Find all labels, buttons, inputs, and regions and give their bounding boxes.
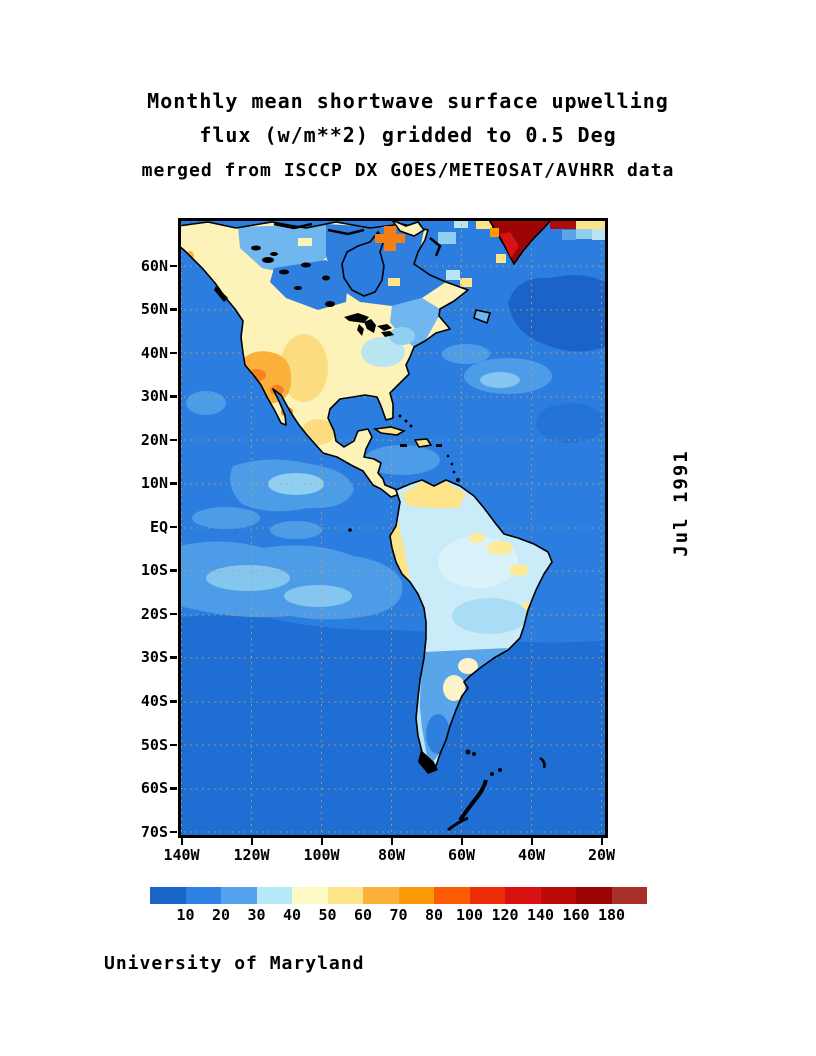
arctic-coast-fragment bbox=[327, 228, 365, 236]
colorbar-segment bbox=[505, 887, 541, 904]
lon-tick-mark bbox=[180, 838, 183, 845]
lon-tick-label: 20W bbox=[587, 846, 616, 864]
colorbar-tick-label: 100 bbox=[455, 906, 484, 924]
lat-tick-label: 10S bbox=[140, 561, 168, 580]
antarctic-peninsula bbox=[447, 768, 502, 832]
lat-tick-mark bbox=[170, 395, 177, 398]
lat-tick-mark bbox=[170, 743, 177, 747]
colorbar-tick-label: 10 bbox=[176, 906, 195, 924]
great-lakes bbox=[344, 313, 394, 337]
colorbar-segment bbox=[469, 887, 505, 904]
chart-title-line-1: Monthly mean shortwave surface upwelling bbox=[147, 89, 669, 113]
lon-tick-mark bbox=[250, 838, 253, 845]
high-flux-cell-marker bbox=[375, 226, 405, 251]
lat-tick-label: 40N bbox=[140, 343, 168, 362]
lat-tick-mark bbox=[170, 438, 177, 442]
lat-tick-mark bbox=[170, 787, 177, 790]
colorbar-segment bbox=[292, 887, 328, 904]
colorbar-tick-label: 80 bbox=[424, 906, 444, 924]
lat-tick-mark bbox=[170, 569, 177, 572]
lat-tick-label: 50S bbox=[140, 735, 168, 754]
colorbar-segment bbox=[150, 887, 186, 904]
lat-tick-label: 30N bbox=[140, 387, 168, 406]
lat-tick-label: 60N bbox=[140, 256, 168, 275]
lon-tick-mark bbox=[530, 838, 533, 845]
colorbar-tick-label: 140 bbox=[526, 906, 555, 924]
lat-tick-mark bbox=[170, 308, 177, 311]
colorbar-segment bbox=[540, 887, 576, 904]
lat-tick-label: 20N bbox=[140, 430, 168, 449]
tierra-del-fuego bbox=[418, 750, 438, 774]
lon-tick-label: 80W bbox=[377, 846, 406, 864]
arctic-coast-fragment bbox=[429, 237, 442, 257]
colorbar-tick-label: 120 bbox=[491, 906, 519, 924]
colorbar-segment bbox=[434, 887, 470, 904]
baffin-island bbox=[389, 218, 426, 237]
colorbar-tick-label: 40 bbox=[282, 906, 302, 924]
greenland bbox=[476, 218, 608, 266]
hudson-bay bbox=[341, 230, 385, 297]
north-america bbox=[178, 221, 469, 498]
colorbar-segment bbox=[363, 887, 399, 904]
lat-tick-label: 30S bbox=[140, 648, 168, 667]
colorbar-segment bbox=[327, 887, 363, 904]
colorbar-segment bbox=[185, 887, 221, 904]
lat-tick-mark bbox=[170, 700, 177, 703]
lat-tick-label: 60S bbox=[140, 779, 168, 798]
lon-tick-label: 40W bbox=[517, 846, 546, 864]
colorbar bbox=[150, 887, 647, 904]
lat-tick-label: 40S bbox=[140, 692, 168, 710]
lat-tick-label: 50N bbox=[140, 300, 168, 319]
colorbar-segment bbox=[611, 887, 647, 904]
colorbar-tick-label: 160 bbox=[562, 906, 590, 924]
colorbar-tick-label: 20 bbox=[211, 906, 231, 924]
lat-tick-mark bbox=[170, 482, 177, 485]
lon-tick-mark bbox=[390, 838, 393, 845]
canadian-lakes bbox=[251, 245, 335, 307]
lon-tick-mark bbox=[600, 838, 603, 845]
islands bbox=[214, 286, 546, 769]
flux-map-svg bbox=[178, 218, 608, 838]
colorbar-segment bbox=[576, 887, 612, 904]
chart-subtitle: merged from ISCCP DX GOES/METEOSAT/AVHRR… bbox=[141, 160, 675, 181]
lat-tick-label: 10N bbox=[140, 474, 168, 493]
lat-tick-label: EQ bbox=[149, 517, 168, 536]
colorbar-tick-label: 180 bbox=[597, 906, 626, 924]
arctic-coast-fragment bbox=[273, 222, 313, 230]
lat-tick-label: 70S bbox=[140, 822, 168, 841]
chart-title-line-2: flux (w/m**2) gridded to 0.5 Deg bbox=[199, 123, 617, 147]
colorbar-segment bbox=[256, 887, 292, 904]
lat-tick-mark bbox=[170, 830, 177, 834]
colorbar-segment bbox=[398, 887, 434, 904]
colorbar-tick-label: 70 bbox=[389, 906, 408, 924]
colorbar-tick-label: 30 bbox=[247, 906, 266, 924]
lon-tick-mark bbox=[320, 838, 323, 845]
colorbar-tick-label: 50 bbox=[318, 906, 337, 924]
lat-tick-mark bbox=[170, 264, 177, 267]
colorbar-segment bbox=[221, 887, 257, 904]
lon-tick-label: 100W bbox=[303, 846, 340, 864]
map-border bbox=[178, 218, 608, 838]
colorbar-tick-label: 60 bbox=[353, 906, 373, 924]
lat-tick-mark bbox=[170, 525, 177, 529]
lat-tick-mark bbox=[170, 351, 177, 355]
credit-text: University of Maryland bbox=[104, 953, 365, 974]
lat-tick-label: 20S bbox=[140, 604, 168, 623]
lat-tick-mark bbox=[170, 656, 177, 659]
lon-tick-label: 140W bbox=[163, 846, 200, 864]
lon-tick-label: 120W bbox=[233, 846, 270, 864]
date-label: Jul 1991 bbox=[670, 449, 692, 557]
lat-tick-mark bbox=[170, 612, 177, 616]
lon-tick-label: 60W bbox=[447, 846, 476, 864]
map-plot-area bbox=[178, 218, 608, 838]
lon-tick-mark bbox=[460, 838, 463, 845]
